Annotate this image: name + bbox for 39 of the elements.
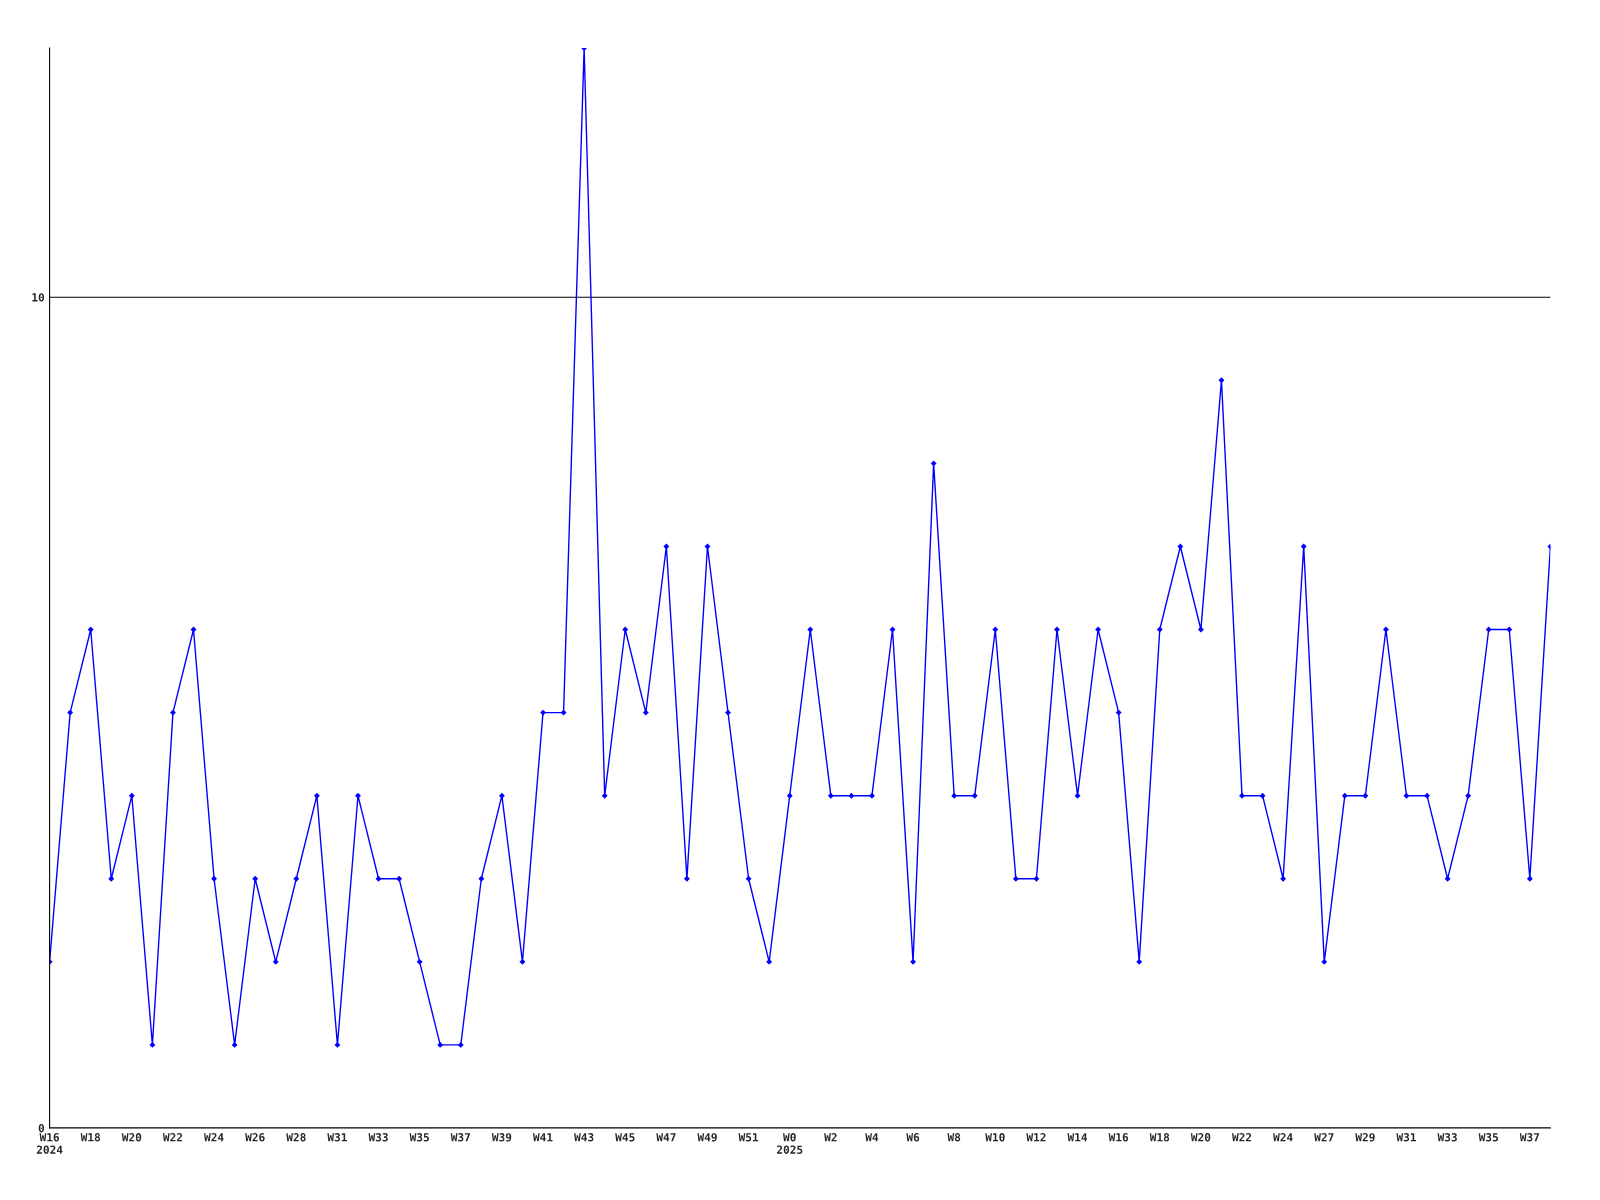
x-tick-label: W22 (1231, 1133, 1252, 1142)
x-tick-label: W16 2024 (36, 1133, 63, 1154)
x-tick-label: W28 (286, 1133, 306, 1142)
x-tick-label: W37 (1519, 1133, 1540, 1142)
x-tick-label: W22 (162, 1133, 183, 1142)
x-tick-label: W45 (615, 1133, 635, 1142)
x-tick-label: W31 (327, 1133, 347, 1142)
x-tick-label: W39 (491, 1133, 512, 1142)
x-tick-label: W33 (1437, 1133, 1457, 1142)
x-tick-label: W43 (574, 1133, 594, 1142)
x-tick-label: W14 (1067, 1133, 1088, 1142)
x-tick-label: W24 (204, 1133, 224, 1142)
x-tick-label: W35 (409, 1133, 429, 1142)
x-tick-label: W20 (1190, 1133, 1211, 1142)
x-tick-label: W18 (80, 1133, 101, 1142)
x-tick-label: W4 (865, 1133, 879, 1142)
x-tick-label: W18 (1149, 1133, 1170, 1142)
x-tick-label: W8 (947, 1133, 961, 1142)
x-tick-label: W51 (738, 1133, 759, 1142)
x-tick-label: W33 (368, 1133, 388, 1142)
x-tick-label: W41 (532, 1133, 553, 1142)
x-tick-label: W2 (824, 1133, 837, 1142)
x-tick-label: W27 (1314, 1133, 1334, 1142)
x-tick-label: W31 (1396, 1133, 1416, 1142)
x-tick-label: W10 (985, 1133, 1005, 1142)
y-tick-label: 10 (32, 293, 45, 302)
x-tick-label: W16 (1108, 1133, 1129, 1142)
x-tick-label: W12 (1026, 1133, 1046, 1142)
x-tick-label: W35 (1478, 1133, 1498, 1142)
x-tick-label: W37 (450, 1133, 470, 1142)
x-tick-label: W47 (656, 1133, 676, 1142)
x-tick-label: W6 (906, 1133, 920, 1142)
x-tick-label: W20 (121, 1133, 142, 1142)
y-tick-label: 0 (38, 1123, 45, 1133)
x-tick-label: W49 (697, 1133, 717, 1142)
x-tick-label: W0 2025 (776, 1133, 803, 1154)
x-tick-label: W26 (245, 1133, 265, 1142)
x-tick-label: W29 (1355, 1133, 1375, 1142)
x-tick-label: W24 (1273, 1133, 1293, 1142)
